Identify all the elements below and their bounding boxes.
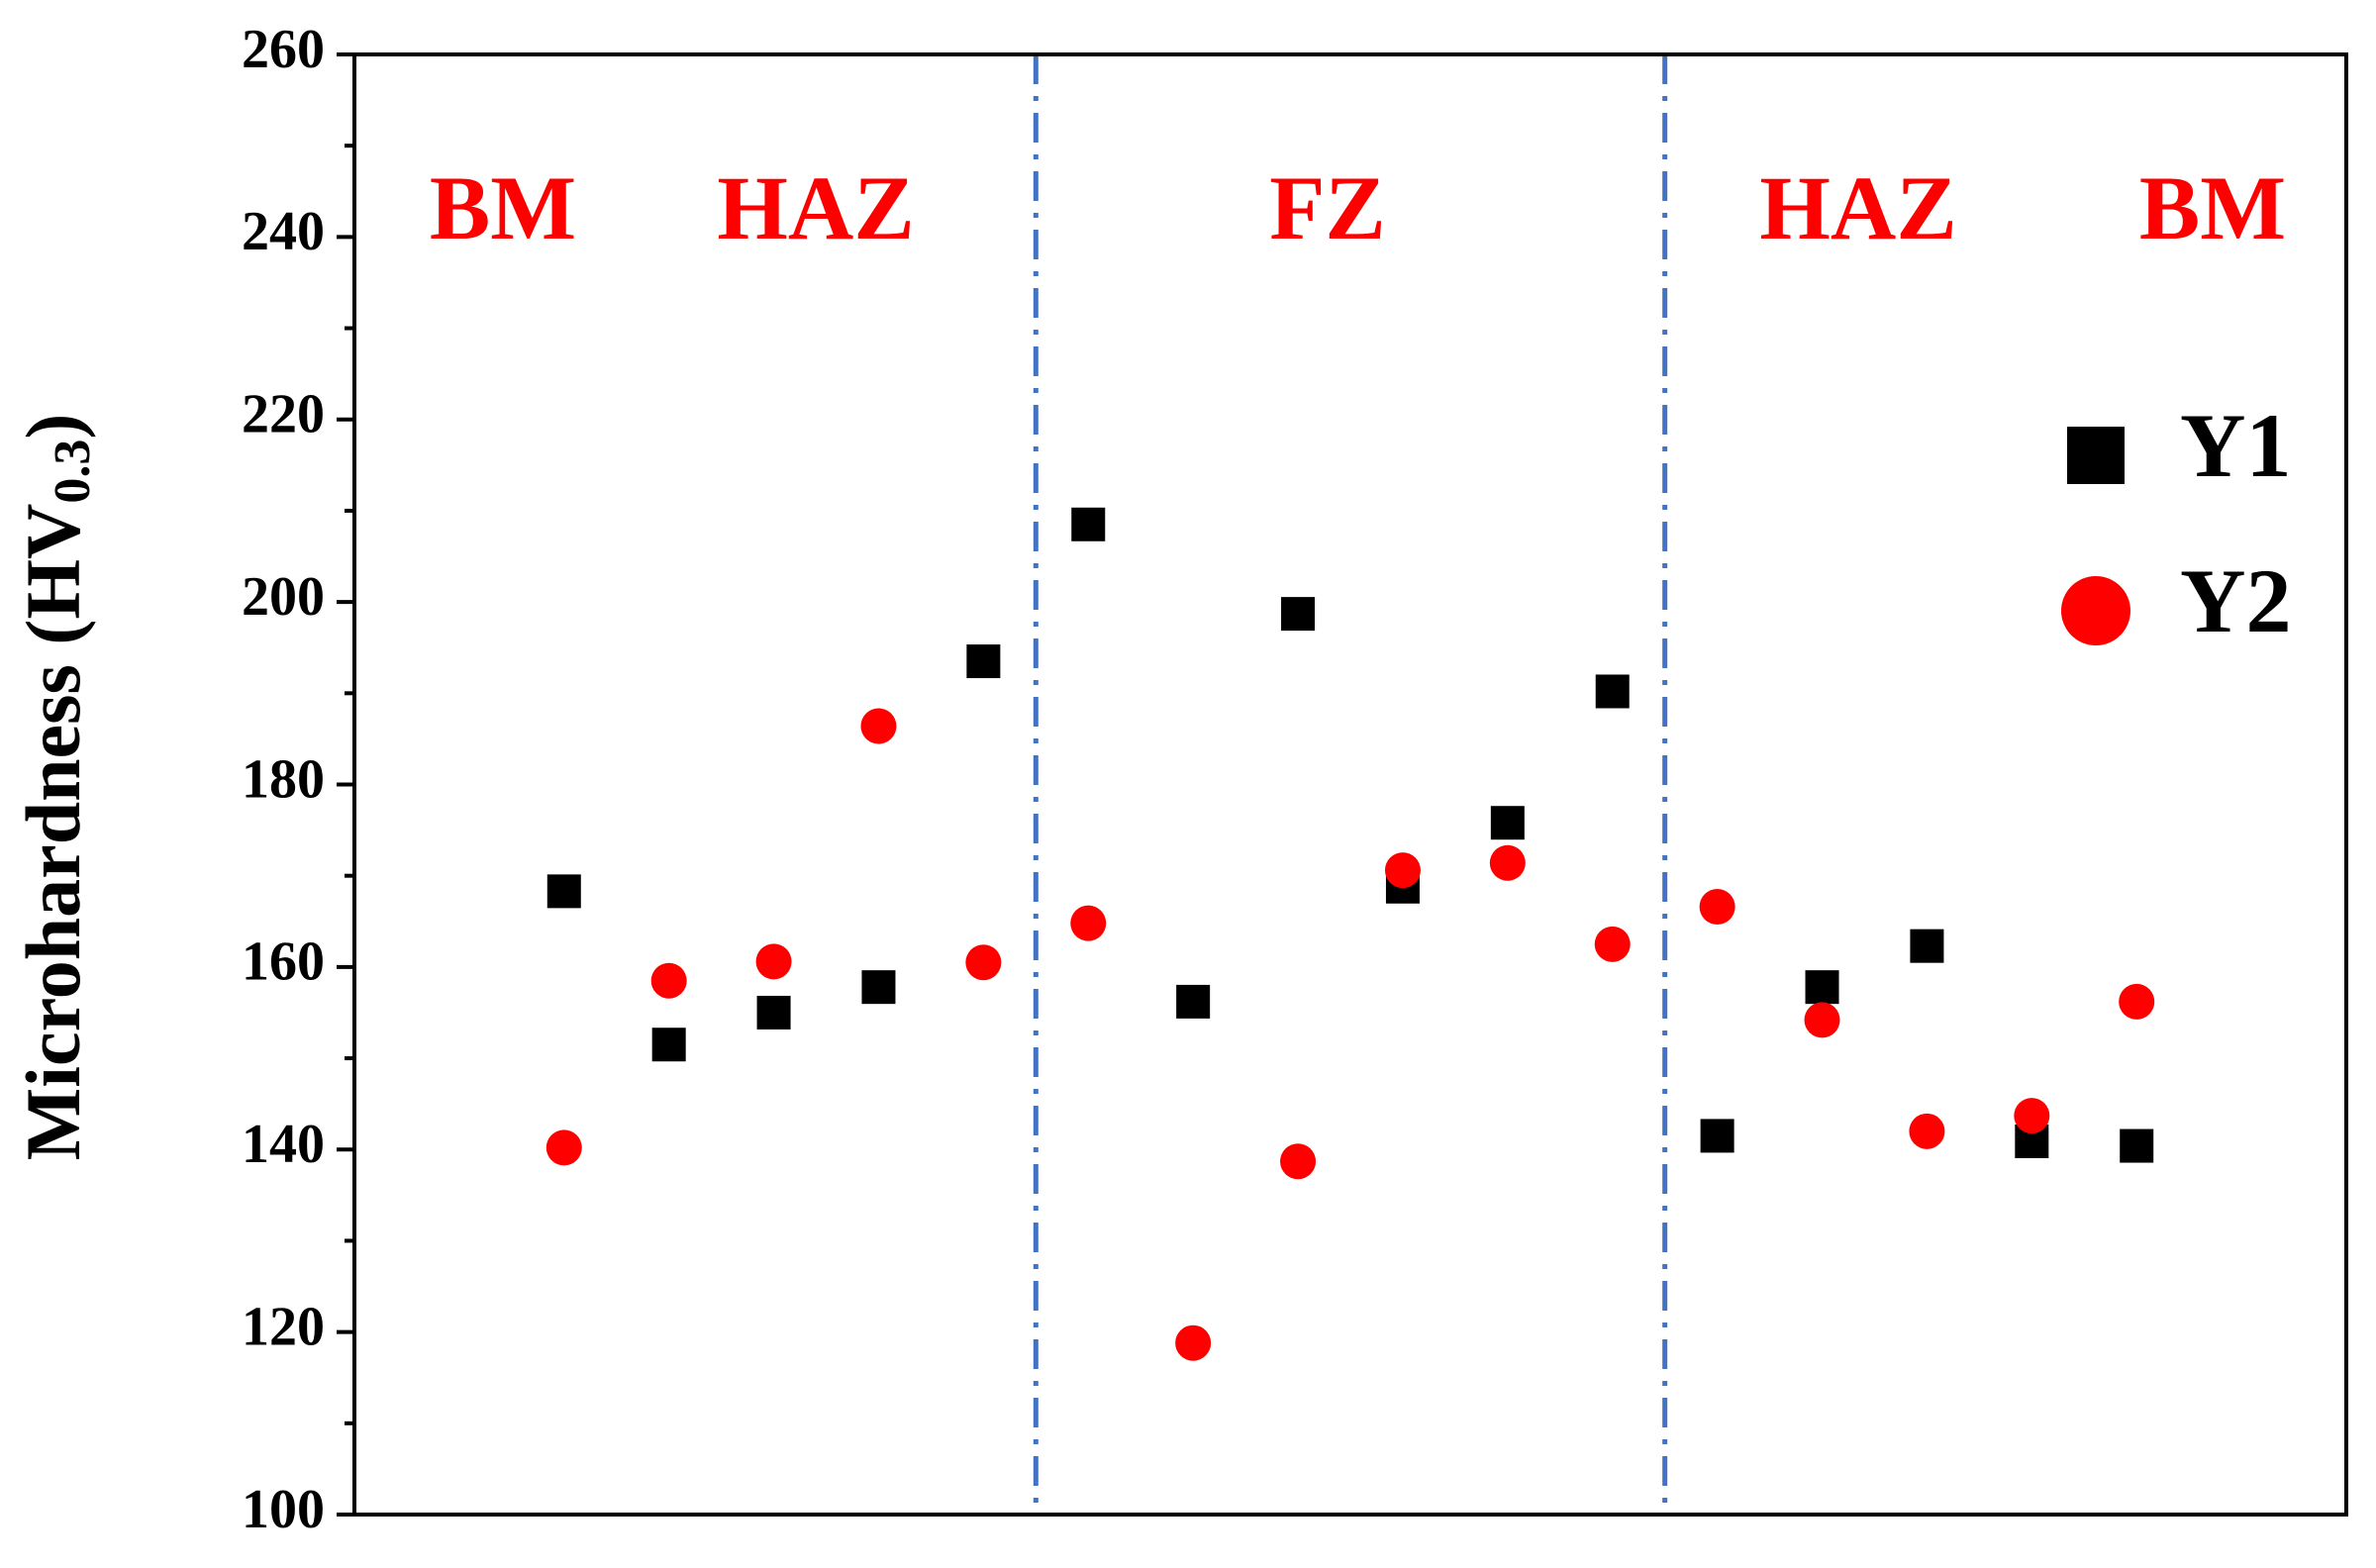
point xyxy=(1071,507,1106,541)
y-axis-label: Microhardness (HV0.3) xyxy=(10,414,101,1161)
y-tick-label: 220 xyxy=(242,384,325,445)
point xyxy=(756,995,791,1029)
point xyxy=(1176,984,1211,1019)
point xyxy=(1280,1143,1317,1180)
point xyxy=(545,1129,582,1166)
point xyxy=(1489,844,1526,881)
point xyxy=(2014,1098,2050,1134)
point xyxy=(860,708,897,744)
point xyxy=(861,970,896,1005)
y-axis-label-sub: 0.3 xyxy=(45,440,101,504)
point xyxy=(1490,806,1525,840)
legend-label: Y1 xyxy=(2180,395,2291,496)
point xyxy=(1070,905,1107,941)
y-tick-label: 240 xyxy=(242,201,325,262)
point xyxy=(1805,970,1839,1005)
legend-label: Y2 xyxy=(2180,550,2291,651)
point xyxy=(966,644,1001,679)
y-tick-label: 140 xyxy=(242,1114,325,1175)
plot-frame xyxy=(352,52,2348,1517)
point xyxy=(1699,889,1735,926)
y-tick-label: 260 xyxy=(242,19,325,80)
point xyxy=(1909,1113,1945,1149)
point xyxy=(1384,852,1421,889)
region-label: BM xyxy=(2139,157,2286,258)
region-label: HAZ xyxy=(1759,157,1956,258)
legend-marker xyxy=(2061,576,2130,645)
y-tick-label: 120 xyxy=(242,1296,325,1357)
region-label: BM xyxy=(430,157,576,258)
y-axis-label-main: Microhardness (HV xyxy=(10,504,96,1161)
point xyxy=(965,944,1002,981)
y-tick-label: 100 xyxy=(242,1479,325,1540)
point xyxy=(1175,1324,1212,1361)
point xyxy=(1281,597,1316,632)
point xyxy=(650,962,687,999)
point xyxy=(2119,983,2155,1020)
y-tick-label: 200 xyxy=(242,566,325,628)
point xyxy=(546,874,581,909)
y-tick-label: 160 xyxy=(242,931,325,993)
point xyxy=(651,1028,686,1062)
point xyxy=(755,943,792,980)
point xyxy=(1804,1002,1840,1038)
region-label: HAZ xyxy=(717,157,914,258)
point xyxy=(1910,929,1944,963)
legend-marker xyxy=(2067,427,2125,484)
region-label: FZ xyxy=(1269,157,1386,258)
y-axis-label-end: ) xyxy=(10,414,96,440)
point xyxy=(1594,926,1631,962)
point xyxy=(1700,1119,1734,1153)
point xyxy=(1595,674,1630,709)
point xyxy=(2120,1128,2154,1163)
y-tick-label: 180 xyxy=(242,748,325,810)
